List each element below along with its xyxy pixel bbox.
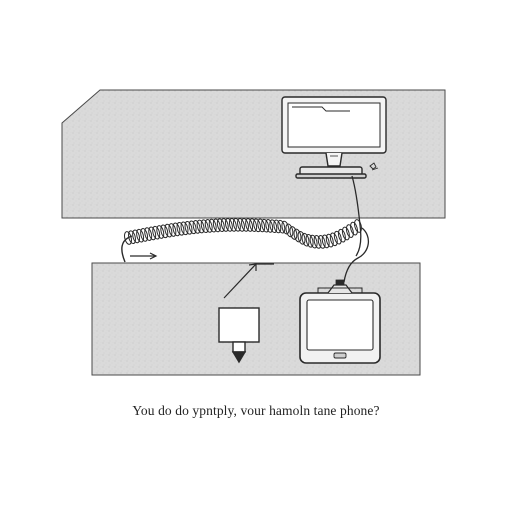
cable-coil-loop [350,221,358,236]
cable-coil-loop [160,224,169,239]
cable-coil-loop [168,223,177,237]
cable-coil-loop [212,218,221,233]
usb-plug-icon [218,307,260,364]
cable-coil-loop [200,219,209,234]
cable-coil-loop [196,219,205,234]
cable-coil-loop [140,228,149,242]
cable-coil-loop [337,228,346,243]
cable-coil-loop [257,218,266,233]
cable-coil-loop [301,232,310,247]
cable-coil-loop [220,218,229,232]
cable-coil-loop [136,228,145,243]
desktop-monitor-icon [281,96,387,179]
cable-coil-loop [128,230,136,245]
cable-coil-loop [241,218,249,232]
cable-coil-loop [228,218,237,232]
monitor-cable [351,175,362,257]
cable-coil-loop [261,218,270,233]
cable-coil-loop [176,221,185,236]
cable-coil-loop [265,219,274,233]
cable-coil-loop [354,219,362,233]
cable-coil-loop [208,218,217,233]
cable-coil-loop [313,235,322,249]
cable-coil-loop [269,219,278,234]
cable-coil-loop [180,221,189,236]
cable-coil-loop [224,218,233,232]
upper-panel [61,89,446,219]
cable-coil-loop [341,226,350,241]
cable-coil-loop [245,218,254,232]
cable-coil-loop [249,218,258,232]
cable-coil-loop [273,219,282,234]
cable-coil-loop [237,218,245,232]
cable-coil-loop [192,220,201,234]
arrow-icon [223,263,274,299]
cable-coil-loop [124,231,132,245]
cable-coil-loop [232,217,241,232]
cable-coil-loop [325,233,334,248]
cable-coil-loop [309,234,318,249]
caption-text: You do do ypntply, vour hamoln tane phon… [132,403,380,418]
cable-coil-loop [321,234,330,249]
cable-coil-loop [297,230,306,245]
cable-coil-loop [281,220,290,235]
cable-coil-loop [188,220,197,235]
cable-coil-loop [333,230,342,245]
arrow-icon [130,252,158,260]
cable-coil-loop [132,229,141,244]
cable-coil-loop [293,228,302,243]
cable-coil-loop [172,222,181,237]
cable-coil-loop [148,226,157,241]
cable-coil-loop [317,235,326,249]
cable-coil-loop [216,218,225,233]
cable-coil-loop [144,227,153,241]
cable-coil-loop [345,224,354,238]
cable-coil-loop [152,225,161,240]
cable-coil-loop [277,219,286,234]
cable-coil-loop [156,225,165,239]
tablet-device-icon [299,279,381,364]
cable-coil-loop [184,220,193,235]
cable-coil-loop [285,223,294,238]
cable-coil-loop [164,223,173,238]
cable-coil-loop [329,232,338,247]
cable-coil-loop [204,219,213,233]
cable-coil-loop [289,226,298,240]
cable-coil-loop [305,233,314,248]
coiled-cable-icon [121,217,369,283]
cable-coil-loop [253,218,262,233]
